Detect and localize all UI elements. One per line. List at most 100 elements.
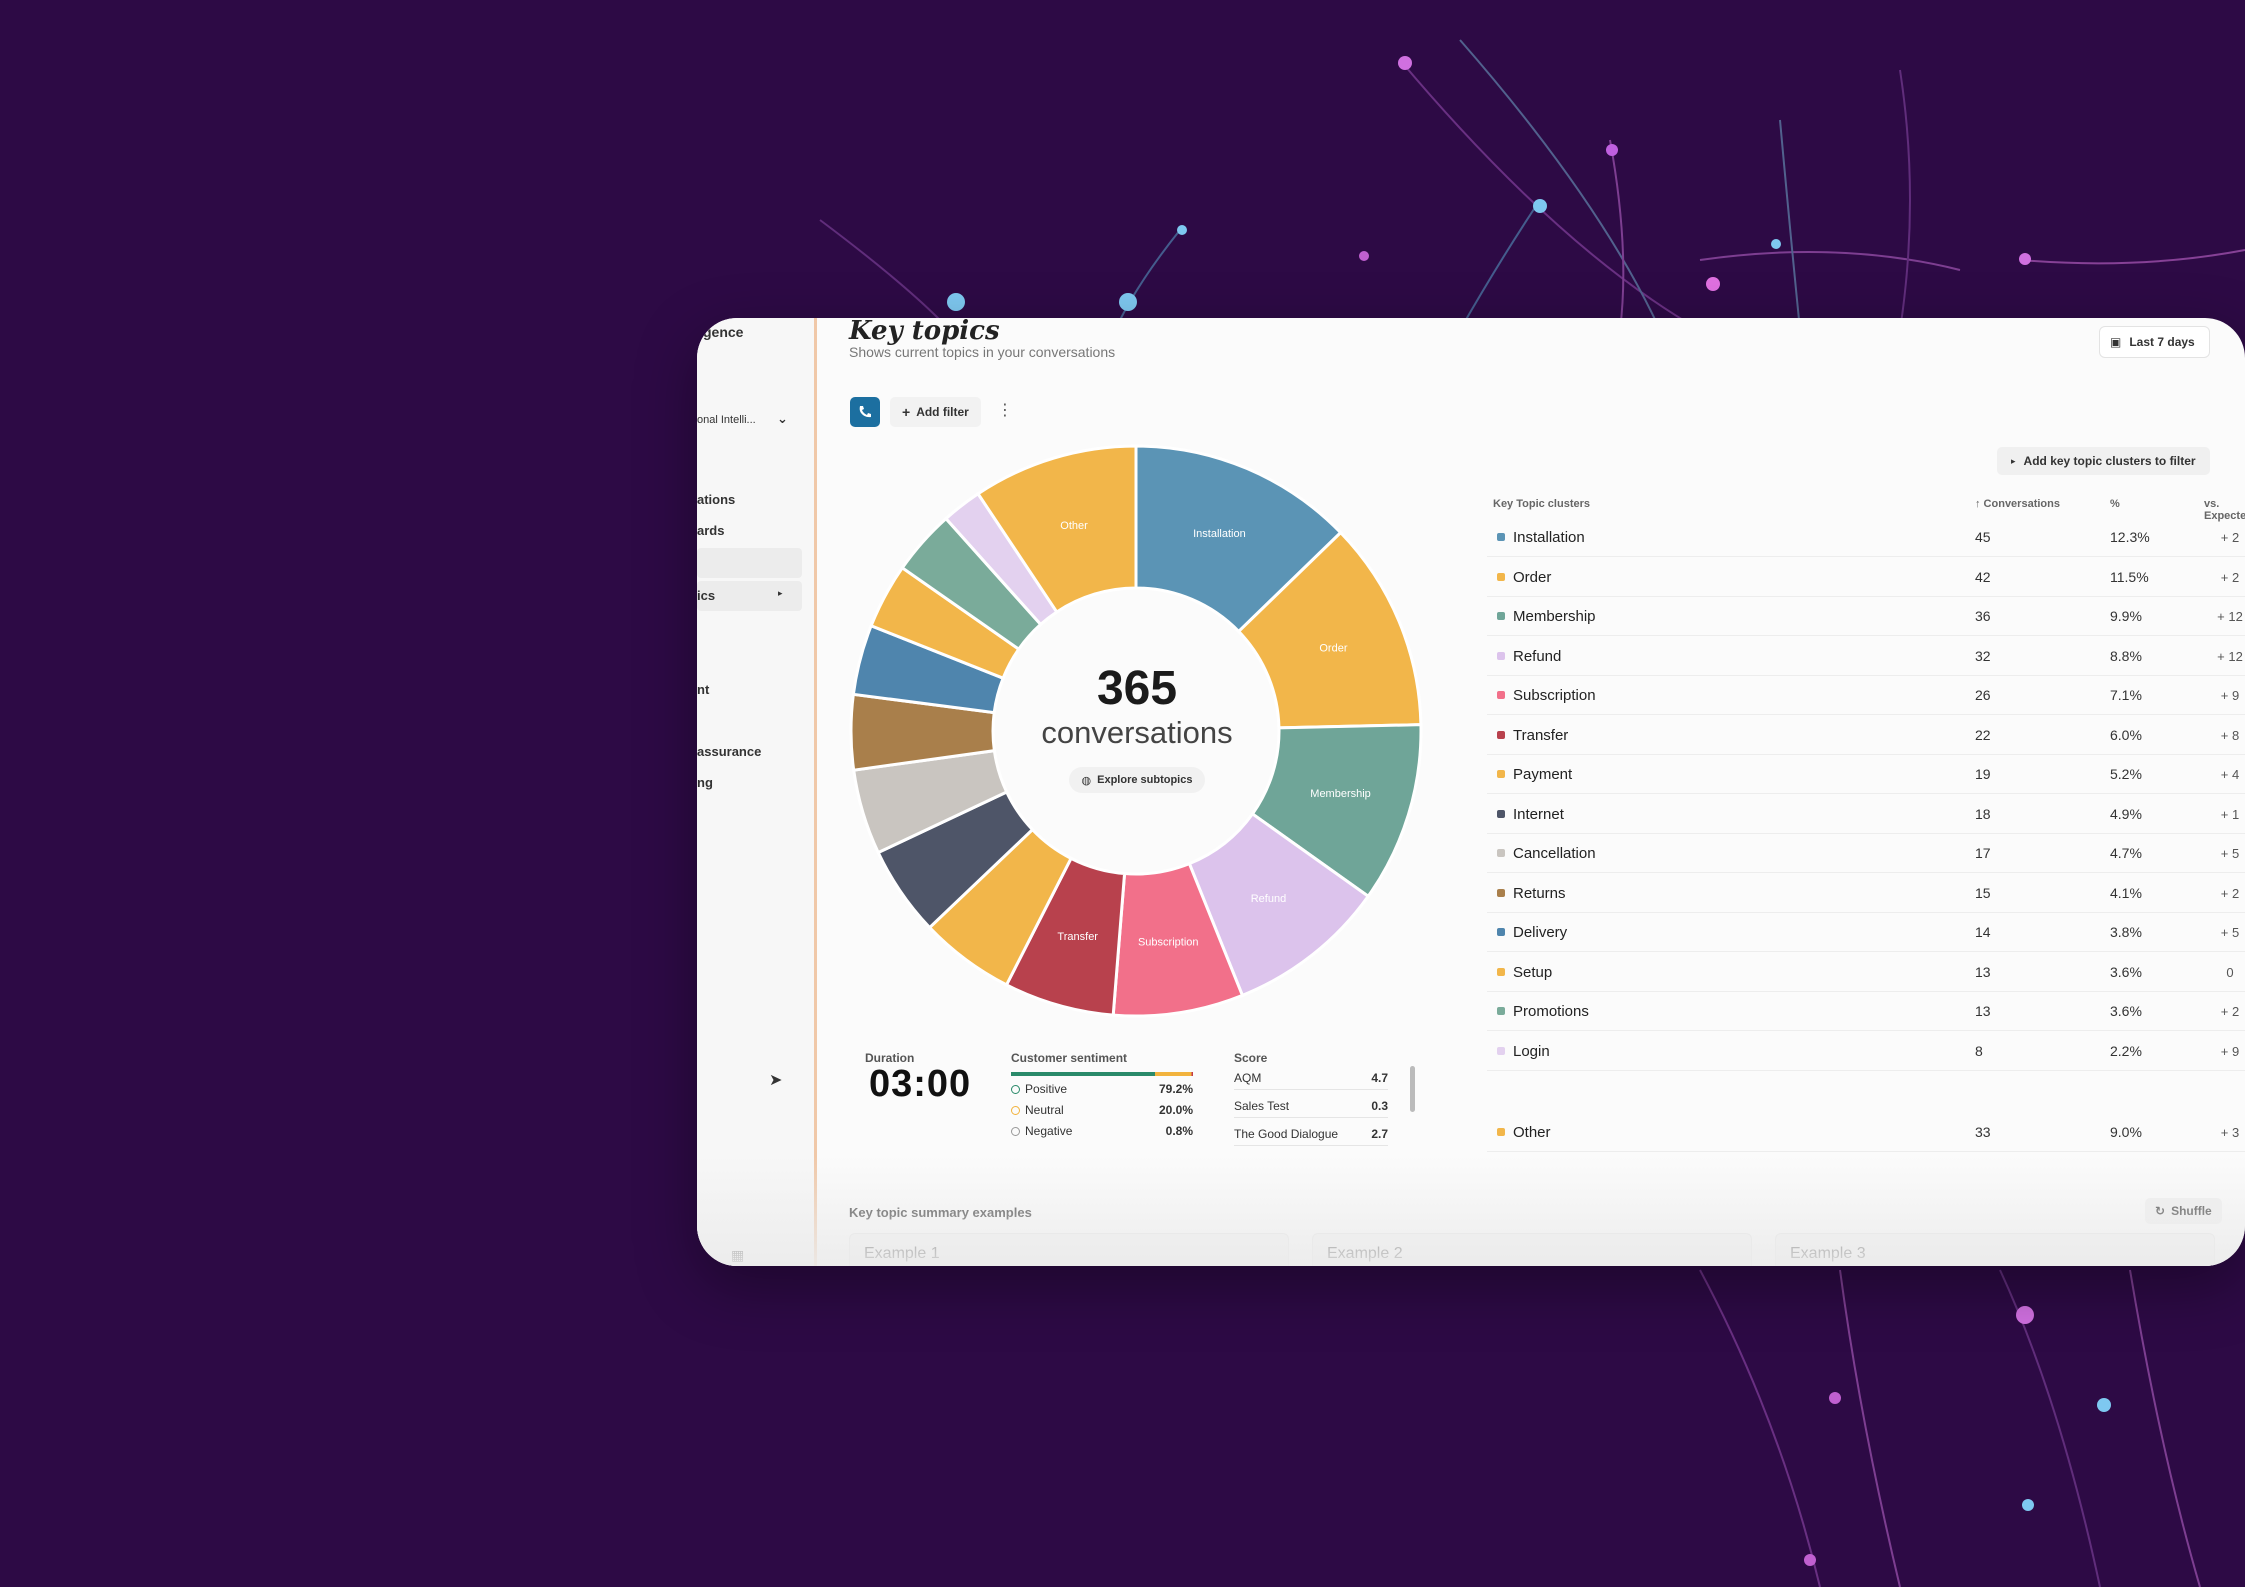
topic-vs-expected: + 12 (2217, 648, 2243, 664)
topic-conversations: 45 (1975, 529, 1991, 545)
gift-icon[interactable]: ▦ (731, 1247, 745, 1263)
add-key-topic-clusters-button[interactable]: ▸ Add key topic clusters to filter (1997, 447, 2210, 475)
topic-vs-expected: + 8 (2220, 727, 2240, 743)
workspace-selector[interactable]: onal Intelli... (697, 414, 756, 426)
table-row[interactable]: Installation 45 12.3% + 2 (1487, 518, 2245, 557)
donut-slice-label: Order (1319, 642, 1347, 654)
donut-chart: Installation Order Membership Refund Subscri… (849, 444, 1423, 1018)
example-title: Example 2 (1327, 1245, 1403, 1262)
date-range-label: Last 7 days (2129, 335, 2195, 349)
sidebar-item-quality-assurance[interactable]: assurance (697, 744, 762, 759)
table-row[interactable]: Subscription 26 7.1% + 9 (1487, 676, 2245, 715)
shuffle-button[interactable]: ↻ Shuffle (2145, 1198, 2222, 1224)
page-title: Key topics (849, 318, 1000, 346)
score-row-good-dialogue[interactable]: The Good Dialogue 2.7 (1234, 1122, 1388, 1146)
topic-conversations: 22 (1975, 726, 1991, 743)
topic-name: Internet (1513, 805, 1564, 823)
topic-name: Membership (1513, 608, 1596, 625)
donut-slice-order[interactable] (1236, 530, 1423, 730)
sentiment-bar (1011, 1072, 1193, 1076)
sidebar-item-coaching[interactable]: ng (697, 775, 713, 790)
color-swatch (1497, 849, 1505, 857)
donut-slice-label: Membership (1310, 788, 1371, 800)
shuffle-label: Shuffle (2171, 1204, 2212, 1218)
table-row[interactable]: Returns 15 4.1% + 2 (1487, 874, 2245, 913)
topic-percent: 4.7% (2110, 845, 2142, 861)
topic-vs-expected: + 12 (2217, 609, 2243, 624)
donut-slice-other[interactable] (975, 444, 1138, 615)
color-swatch (1497, 809, 1505, 818)
table-row[interactable]: Refund 32 8.8% + 12 (1487, 637, 2245, 676)
score-row-aqm[interactable]: AQM 4.7 (1234, 1066, 1388, 1090)
topic-percent: 3.6% (2110, 963, 2142, 980)
sentiment-value-neutral: 20.0% (1158, 1103, 1193, 1117)
duration-value: 03:00 (869, 1063, 972, 1105)
sidebar-item-blank[interactable] (697, 548, 802, 578)
positive-dot-icon (1011, 1084, 1020, 1094)
topic-vs-expected: + 2 (2220, 569, 2240, 585)
example-title: Example 1 (864, 1245, 940, 1262)
table-row[interactable]: Internet 18 4.9% + 1 (1487, 795, 2245, 834)
table-row[interactable]: Membership 36 9.9% + 12 (1487, 597, 2245, 636)
table-row[interactable]: Login 8 2.2% + 9 (1487, 1032, 2245, 1071)
topic-name: Delivery (1513, 924, 1568, 941)
sentiment-positive-row: Positive 79.2% (1011, 1079, 1193, 1099)
topic-conversations: 26 (1975, 687, 1991, 703)
sidebar-item-management[interactable]: nt (697, 682, 710, 697)
color-swatch (1497, 533, 1505, 541)
score-value: 0.3 (1371, 1098, 1388, 1113)
topic-name: Payment (1513, 766, 1573, 783)
sidebar-item-dashboards[interactable]: ards (697, 523, 725, 538)
table-row[interactable]: Promotions 13 3.6% + 2 (1487, 992, 2245, 1031)
topic-conversations: 15 (1975, 884, 1991, 901)
table-row[interactable]: Setup 13 3.6% 0 (1487, 953, 2245, 992)
example-card-2[interactable]: Example 2 (1312, 1233, 1752, 1266)
chevron-right-icon: ▸ (778, 588, 783, 598)
sidebar-item-topics[interactable] (697, 581, 802, 611)
table-row[interactable]: Transfer 22 6.0% + 8 (1487, 716, 2245, 755)
score-name: The Good Dialogue (1234, 1126, 1339, 1141)
sentiment-label-positive: Positive (1025, 1082, 1068, 1096)
header-percent[interactable]: % (2110, 498, 2120, 510)
donut-slice-installation[interactable] (1134, 444, 1343, 634)
table-row[interactable]: Delivery 14 3.8% + 5 (1487, 913, 2245, 952)
score-row-sales-test[interactable]: Sales Test 0.3 (1234, 1094, 1388, 1118)
sentiment-value-negative: 0.8% (1165, 1124, 1193, 1138)
table-row[interactable]: Order 42 11.5% + 2 (1487, 558, 2245, 597)
topic-percent: 4.9% (2110, 805, 2142, 822)
app-window: gence onal Intelli... ⌄ ations ards ics … (697, 318, 2245, 1266)
table-row-other[interactable]: Other 33 9.0% + 3 (1487, 1113, 2245, 1152)
donut-total: 365 (1096, 662, 1178, 715)
add-filter-button[interactable]: + Add filter (890, 397, 981, 427)
topic-vs-expected: + 2 (2220, 885, 2240, 901)
example-title: Example 3 (1790, 1245, 1866, 1262)
example-card-1[interactable]: Example 1 (849, 1233, 1289, 1266)
date-range-button[interactable]: ▣ Last 7 days (2099, 326, 2210, 358)
color-swatch (1497, 572, 1505, 581)
table-row[interactable]: Payment 19 5.2% + 4 (1487, 755, 2245, 794)
topic-percent: 5.2% (2110, 766, 2142, 782)
topic-name: Login (1513, 1042, 1550, 1060)
explore-subtopics-label: Explore subtopics (1097, 774, 1193, 786)
topic-vs-expected: + 5 (2220, 925, 2240, 940)
sidebar-item-conversations[interactable]: ations (697, 492, 736, 507)
add-clusters-label: Add key topic clusters to filter (2023, 454, 2196, 468)
header-vs-expected[interactable]: vs. Expected (2204, 498, 2245, 522)
chevron-down-icon[interactable]: ⌄ (777, 411, 788, 426)
score-scrollbar[interactable] (1410, 1066, 1415, 1112)
phone-filter-button[interactable] (850, 397, 880, 427)
score-value: 4.7 (1371, 1070, 1388, 1085)
plus-icon: + (902, 404, 911, 420)
more-menu-icon[interactable]: ⋮ (997, 402, 1013, 419)
topic-name: Installation (1513, 529, 1585, 546)
topic-percent: 7.1% (2110, 687, 2142, 703)
table-row[interactable]: Cancellation 17 4.7% + 5 (1487, 834, 2245, 873)
topic-name: Transfer (1513, 726, 1569, 744)
header-conversations[interactable]: ↑ Conversations (1975, 498, 2060, 510)
header-key-topic-clusters[interactable]: Key Topic clusters (1493, 498, 1590, 510)
score-label: Score (1234, 1051, 1268, 1065)
topic-percent: 4.1% (2110, 884, 2142, 901)
explore-subtopics-button[interactable]: ◍ Explore subtopics (1069, 767, 1205, 793)
neutral-dot-icon (1011, 1105, 1020, 1115)
example-card-3[interactable]: Example 3 (1775, 1233, 2215, 1266)
